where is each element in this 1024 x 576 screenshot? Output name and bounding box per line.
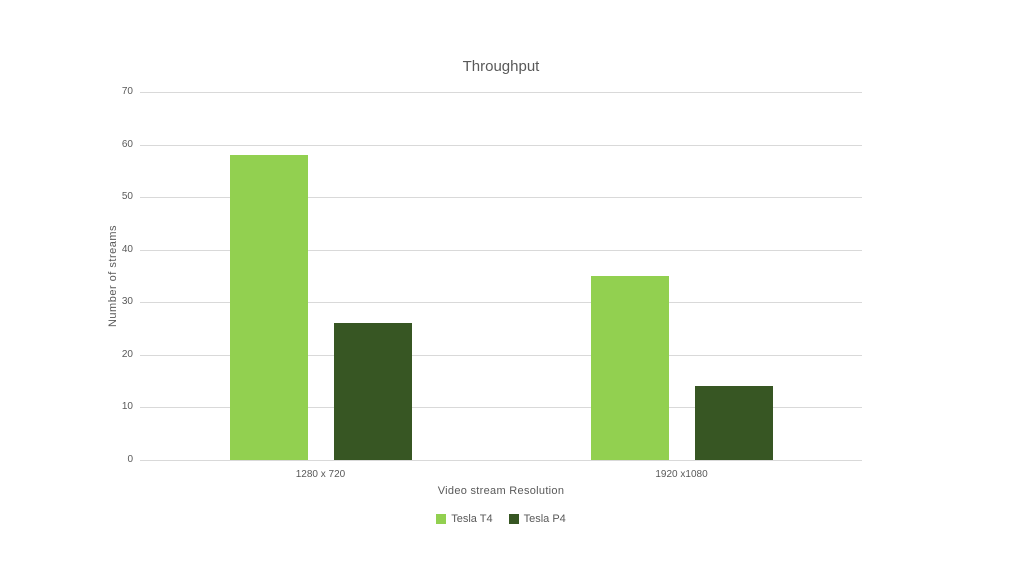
- gridline: [140, 302, 862, 304]
- gridline: [140, 407, 862, 409]
- bar-tesla-p4-1280-x-720: [333, 323, 412, 460]
- gridline: [140, 92, 862, 93]
- gridline: [140, 460, 862, 461]
- gridline: [140, 354, 862, 356]
- y-tick-label: 20: [121, 348, 133, 360]
- y-tick-label: 60: [121, 138, 133, 150]
- gridline: [140, 197, 862, 199]
- legend-label-tesla-p4: Tesla P4: [523, 513, 566, 525]
- legend: Tesla T4 Tesla P4: [140, 513, 862, 525]
- y-tick-label: 0: [127, 454, 133, 465]
- x-tick-label-1920-x1080: 1920 x1080: [655, 469, 708, 480]
- legend-item-tesla-p4: Tesla P4: [508, 513, 566, 525]
- gridline: [140, 144, 862, 146]
- y-tick-label: 70: [121, 86, 133, 97]
- y-tick-label: 10: [121, 401, 133, 413]
- y-tick-label: 50: [121, 191, 133, 203]
- legend-label-tesla-t4: Tesla T4: [451, 513, 493, 525]
- legend-swatch-tesla-p4: [508, 514, 519, 524]
- legend-item-tesla-t4: Tesla T4: [436, 513, 493, 525]
- gridline: [140, 249, 862, 251]
- bar-tesla-p4-1920-x1080: [694, 386, 773, 460]
- chart-title: Throughput: [462, 58, 540, 75]
- bar-tesla-t4-1920-x1080: [590, 276, 669, 460]
- y-axis-title: Number of streams: [107, 224, 119, 328]
- y-tick-label: 30: [121, 296, 133, 308]
- bar-tesla-t4-1280-x-720: [229, 155, 308, 460]
- x-axis-title: Video stream Resolution: [437, 485, 565, 497]
- y-tick-label: 40: [121, 243, 133, 255]
- x-tick-label-1280-x-720: 1280 x 720: [295, 469, 346, 480]
- legend-swatch-tesla-t4: [436, 514, 447, 524]
